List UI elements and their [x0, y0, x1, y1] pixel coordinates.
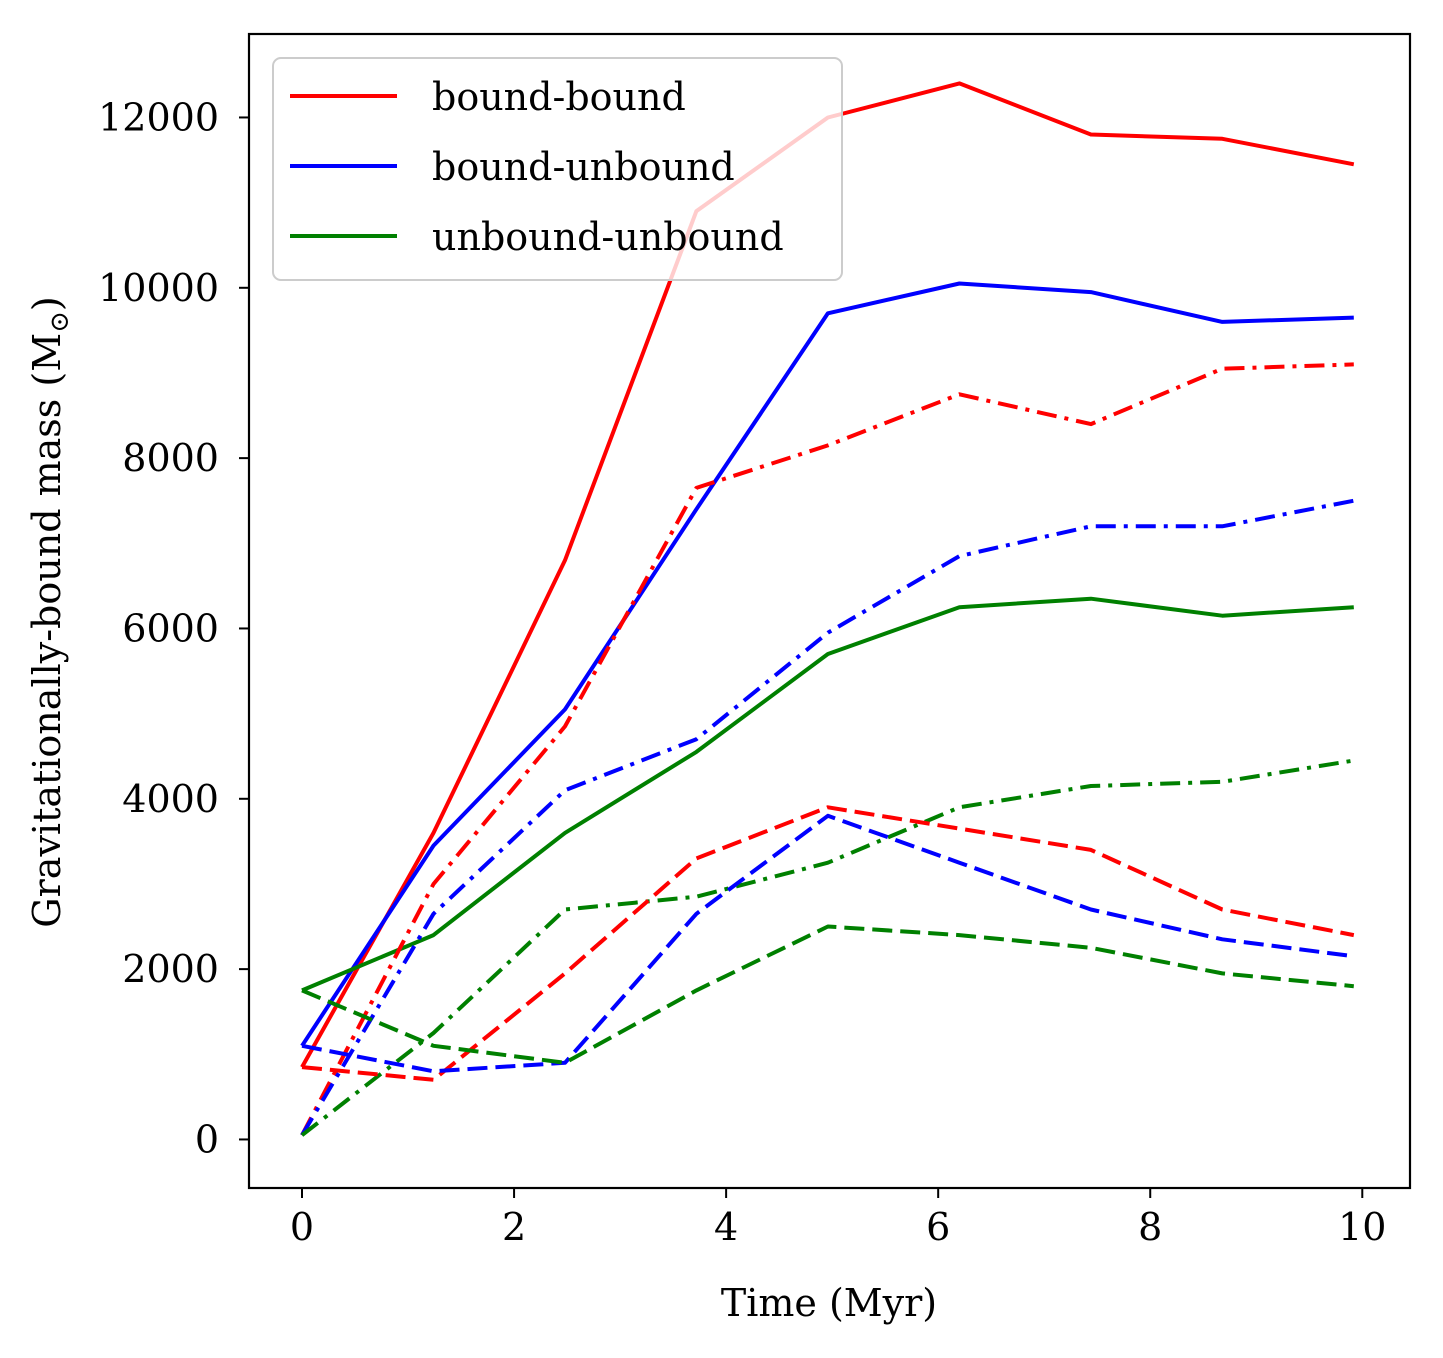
y-axis-title-close: ): [25, 296, 69, 311]
x-tick-label: 6: [926, 1205, 950, 1249]
y-tick-label: 10000: [98, 266, 219, 310]
plot-frame: [247, 32, 1412, 1190]
y-tick-label: 2000: [122, 947, 219, 991]
series-line-8: [301, 924, 1354, 1065]
x-tick-label: 10: [1338, 1205, 1386, 1249]
legend-box: [272, 57, 843, 281]
legend-label-bound-bound: bound-bound: [432, 75, 686, 119]
y-tick-label: 4000: [122, 777, 219, 821]
series-line-4: [300, 498, 1355, 1137]
series-line-7: [301, 813, 1355, 1074]
x-axis-title: Time (Myr): [721, 1281, 937, 1325]
y-tick-label: 8000: [122, 436, 219, 480]
series-line-3: [300, 362, 1354, 1137]
series-line-5: [300, 758, 1355, 1137]
x-tick-label: 0: [290, 1205, 314, 1249]
y-tick-label: 12000: [98, 95, 219, 139]
y-axis-title-sun-symbol: ⊙: [45, 311, 75, 333]
x-tick-label: 4: [714, 1205, 738, 1249]
y-axis-title: Gravitationally-bound mass (M⊙): [25, 296, 75, 927]
x-tick-label: 8: [1138, 1205, 1162, 1249]
legend: bound-bound bound-unbound unbound-unboun…: [272, 57, 843, 281]
legend-label-unbound-unbound: unbound-unbound: [432, 215, 784, 259]
x-tick-label: 2: [502, 1205, 526, 1249]
legend-label-bound-unbound: bound-unbound: [432, 145, 735, 189]
series-line-2: [301, 596, 1354, 993]
series-line-1: [300, 281, 1354, 1047]
y-tick-label: 0: [195, 1117, 219, 1161]
series-line-6: [301, 805, 1355, 1082]
y-axis-title-text: Gravitationally-bound mass (M: [25, 333, 69, 928]
y-tick-label: 6000: [122, 606, 219, 650]
axis-ticks: 0 2 4 6 8 10 0 2000 4000 6000 8000 10000 12000: [98, 95, 1386, 1249]
